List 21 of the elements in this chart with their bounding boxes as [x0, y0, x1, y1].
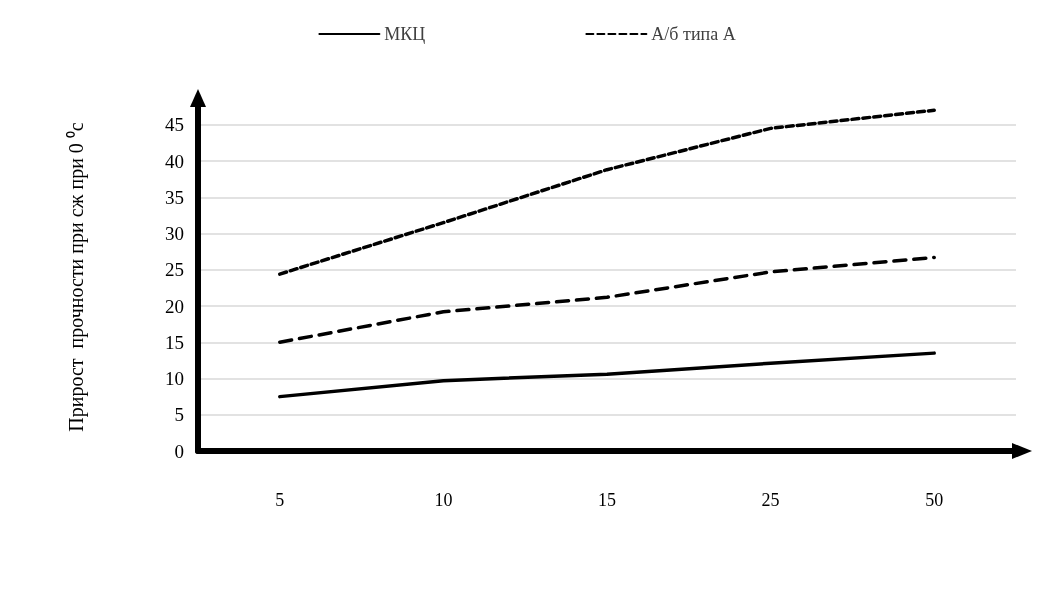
line-series: [278, 108, 936, 276]
legend-label: А/б типа А: [651, 24, 736, 44]
y-tick-label: 10: [165, 368, 184, 389]
y-tick-label: 20: [165, 295, 184, 317]
y-tick-label: 5: [174, 404, 184, 426]
x-tick-label: 25: [761, 490, 780, 510]
y-tick-label: 40: [165, 150, 184, 172]
x-tick-label: 10: [434, 490, 453, 510]
y-tick-label: 0: [174, 440, 184, 462]
y-tick-label: 45: [165, 114, 184, 136]
x-tick-label: 50: [925, 490, 944, 510]
y-tick-label: 35: [165, 186, 184, 208]
y-tick-label: 25: [165, 259, 184, 281]
x-tick-label: 5: [275, 490, 285, 510]
y-tick-label: 30: [165, 223, 184, 244]
x-tick-label: 15: [598, 490, 616, 510]
line-series: [278, 255, 936, 344]
y-tick-label: 15: [165, 331, 184, 353]
line-series: [278, 351, 936, 399]
y-axis-title: Прирост прочности при сж при 0 ⁰с: [65, 122, 88, 432]
legend-label: МКЦ: [384, 24, 426, 44]
